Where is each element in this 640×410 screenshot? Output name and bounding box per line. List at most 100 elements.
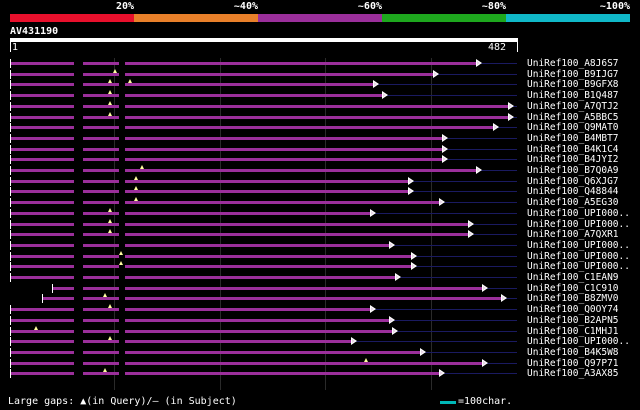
- hit-label[interactable]: UniRef100_A5BBC5: [527, 111, 619, 123]
- hit-row[interactable]: UniRef100_A5EG30: [0, 197, 640, 208]
- query-id: AV431190: [10, 26, 59, 37]
- hit-label[interactable]: UniRef100_UPI000..: [527, 336, 630, 348]
- hit-start-marker: [10, 133, 11, 143]
- hit-label[interactable]: UniRef100_Q48844: [527, 186, 619, 198]
- hit-gap: [118, 243, 125, 247]
- hit-label[interactable]: UniRef100_UPI000..: [527, 218, 630, 230]
- hit-row[interactable]: UniRef100_B4K5W8: [0, 347, 640, 358]
- hit-end-arrow-icon: [372, 80, 379, 89]
- hit-row[interactable]: UniRef100_B4MBT7: [0, 133, 640, 144]
- hit-label[interactable]: UniRef100_A8J6S7: [527, 58, 619, 69]
- hit-gap: [74, 297, 83, 301]
- hit-label[interactable]: UniRef100_B1Q487: [527, 90, 619, 102]
- hit-label[interactable]: UniRef100_B4K1C4: [527, 143, 619, 155]
- hit-start-marker: [10, 69, 11, 79]
- hit-row[interactable]: UniRef100_B8ZMV0: [0, 293, 640, 304]
- hit-label[interactable]: UniRef100_UPI000..: [527, 207, 630, 219]
- hit-tail: [391, 244, 517, 246]
- hit-end-arrow-icon: [482, 283, 489, 292]
- query-gap-triangle-icon: [118, 261, 123, 266]
- hit-end-arrow-icon: [467, 230, 474, 239]
- hit-label[interactable]: UniRef100_A7QTJ2: [527, 100, 619, 112]
- hit-row[interactable]: UniRef100_UPI000..: [0, 218, 640, 230]
- hit-label[interactable]: UniRef100_UPI000..: [527, 239, 630, 251]
- hit-row[interactable]: UniRef100_Q6XJG7: [0, 175, 640, 187]
- hit-label[interactable]: UniRef100_B4JYI2: [527, 154, 619, 166]
- hit-row[interactable]: UniRef100_A5BBC5: [0, 111, 640, 123]
- hit-label[interactable]: UniRef100_C1MHJ1: [527, 325, 619, 337]
- hit-label[interactable]: UniRef100_B9IJG7: [527, 68, 619, 80]
- hit-label[interactable]: UniRef100_B8ZMV0: [527, 293, 619, 305]
- hit-gap: [118, 265, 125, 269]
- hit-label[interactable]: UniRef100_B4K5W8: [527, 346, 619, 358]
- hit-row[interactable]: UniRef100_Q0OY74: [0, 304, 640, 315]
- hit-gap: [74, 361, 83, 365]
- hit-alignment-bar: [10, 83, 376, 87]
- hit-label[interactable]: UniRef100_C1C910: [527, 282, 619, 294]
- hit-row[interactable]: UniRef100_UPI000..: [0, 336, 640, 347]
- hit-alignment-bar: [52, 286, 486, 290]
- hit-label[interactable]: UniRef100_A5EG30: [527, 197, 619, 209]
- hit-row[interactable]: UniRef100_UPI000..: [0, 240, 640, 251]
- hit-gap: [74, 350, 83, 354]
- hit-row[interactable]: UniRef100_A7QXR1: [0, 229, 640, 240]
- hit-row[interactable]: UniRef100_A7QTJ2: [0, 100, 640, 112]
- hit-end-arrow-icon: [439, 369, 446, 378]
- hit-end-arrow-icon: [442, 133, 449, 142]
- hit-label[interactable]: UniRef100_B2APN5: [527, 314, 619, 326]
- hit-alignment-bar: [10, 254, 414, 258]
- hit-row[interactable]: UniRef100_C1MHJ1: [0, 325, 640, 337]
- hit-start-marker: [41, 294, 43, 304]
- hit-row[interactable]: UniRef100_B4JYI2: [0, 154, 640, 165]
- hit-end-arrow-icon: [382, 91, 389, 100]
- hit-row[interactable]: UniRef100_UPI000..: [0, 261, 640, 272]
- hit-end-arrow-icon: [420, 347, 427, 356]
- hit-end-arrow-icon: [482, 358, 489, 367]
- hit-end-arrow-icon: [467, 219, 474, 228]
- hit-label[interactable]: UniRef100_UPI000..: [527, 261, 630, 273]
- ruler-tick-start: [10, 42, 11, 52]
- hit-gap: [74, 372, 83, 376]
- hit-row[interactable]: UniRef100_C1EAN9: [0, 272, 640, 283]
- hit-tail: [413, 266, 517, 268]
- hit-label[interactable]: UniRef100_Q9MAT0: [527, 122, 619, 134]
- hit-alignment-bar: [10, 211, 373, 215]
- hit-row[interactable]: UniRef100_A8J6S7: [0, 58, 640, 69]
- hit-gap: [118, 308, 125, 312]
- hit-gap: [74, 243, 83, 247]
- hit-label[interactable]: UniRef100_Q97P71: [527, 357, 619, 369]
- hit-row[interactable]: UniRef100_Q97P71: [0, 357, 640, 369]
- hit-label[interactable]: UniRef100_UPI000..: [527, 250, 630, 262]
- hit-gap: [74, 265, 83, 269]
- hit-row[interactable]: UniRef100_C1C910: [0, 283, 640, 294]
- hit-row[interactable]: UniRef100_B2APN5: [0, 315, 640, 326]
- hit-gap: [74, 222, 83, 226]
- hit-gap: [74, 179, 83, 183]
- hit-row[interactable]: UniRef100_B1Q487: [0, 90, 640, 101]
- query-gap-triangle-icon: [108, 218, 113, 223]
- hit-label[interactable]: UniRef100_A7QXR1: [527, 229, 619, 241]
- hit-row[interactable]: UniRef100_B7Q0A9: [0, 165, 640, 176]
- hit-label[interactable]: UniRef100_B9GFX8: [527, 79, 619, 91]
- hit-end-arrow-icon: [439, 198, 446, 207]
- hit-label[interactable]: UniRef100_Q6XJG7: [527, 175, 619, 187]
- hit-label[interactable]: UniRef100_B4MBT7: [527, 132, 619, 144]
- hit-start-marker: [10, 176, 11, 186]
- hit-label[interactable]: UniRef100_A3AX85: [527, 368, 619, 380]
- hit-row[interactable]: UniRef100_B4K1C4: [0, 144, 640, 155]
- hit-row[interactable]: UniRef100_B9IJG7: [0, 68, 640, 80]
- hit-tail: [445, 137, 517, 139]
- hit-label[interactable]: UniRef100_Q0OY74: [527, 304, 619, 316]
- hit-row[interactable]: UniRef100_Q9MAT0: [0, 122, 640, 133]
- hit-row[interactable]: UniRef100_Q48844: [0, 186, 640, 197]
- hit-row[interactable]: UniRef100_A3AX85: [0, 368, 640, 379]
- hit-row[interactable]: UniRef100_UPI000..: [0, 250, 640, 262]
- hit-gap: [74, 72, 83, 76]
- scale-legend-line: [440, 401, 456, 404]
- hit-end-arrow-icon: [410, 251, 417, 260]
- hit-row[interactable]: UniRef100_UPI000..: [0, 207, 640, 219]
- query-gap-triangle-icon: [108, 111, 113, 116]
- hit-label[interactable]: UniRef100_B7Q0A9: [527, 165, 619, 176]
- hit-row[interactable]: UniRef100_B9GFX8: [0, 79, 640, 90]
- hit-label[interactable]: UniRef100_C1EAN9: [527, 272, 619, 283]
